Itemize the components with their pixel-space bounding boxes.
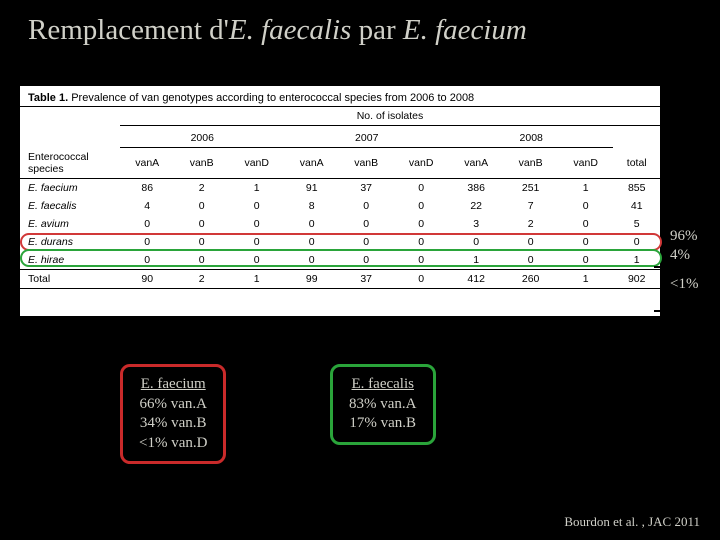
blank-cell	[20, 107, 120, 126]
pct-faecium: 96%	[670, 228, 698, 245]
col-vanB: vanB	[503, 148, 557, 179]
caption-text: Prevalence of van genotypes according to…	[71, 92, 474, 104]
col-vanD: vanD	[229, 148, 285, 179]
isolates-header: No. of isolates	[120, 107, 660, 126]
year-2008: 2008	[449, 126, 613, 148]
summary-line: <1% van.D	[139, 435, 207, 451]
table-total-row: Total 9021 99370 4122601 902	[20, 269, 660, 288]
col-vanB: vanB	[174, 148, 228, 179]
summary-faecium-title: E. faecium	[141, 376, 206, 392]
blank-cell	[613, 126, 660, 148]
title-text-2: par	[351, 14, 403, 46]
table-panel: Table 1. Prevalence of van genotypes acc…	[20, 86, 660, 316]
col-vanA: vanA	[120, 148, 174, 179]
prevalence-table: No. of isolates 2006 2007 2008 Enterococ…	[20, 106, 660, 289]
col-vanA: vanA	[284, 148, 338, 179]
summary-line: 83% van.A	[349, 396, 417, 412]
col-vanA: vanA	[449, 148, 503, 179]
title-text-1: Remplacement d'	[28, 14, 229, 46]
table-row: E. faecalis400800227041	[20, 197, 660, 215]
table-row: E. faecium8621913703862511855	[20, 178, 660, 197]
col-vanD: vanD	[558, 148, 614, 179]
table-caption: Table 1. Prevalence of van genotypes acc…	[20, 86, 660, 106]
col-vanD: vanD	[393, 148, 449, 179]
summary-faecalis-title: E. faecalis	[352, 376, 414, 392]
blank-cell	[20, 126, 120, 148]
table-row: E. avium0000003205	[20, 215, 660, 233]
pct-other: <1%	[670, 276, 698, 293]
year-2006: 2006	[120, 126, 284, 148]
table-row: E. durans0000000000	[20, 233, 660, 251]
summary-line: 66% van.A	[139, 396, 207, 412]
caption-prefix: Table 1.	[28, 92, 71, 104]
col-total: total	[613, 148, 660, 179]
year-2007: 2007	[284, 126, 448, 148]
slide-title: Remplacement d'E. faecalis par E. faeciu…	[0, 0, 720, 47]
col-vanB: vanB	[339, 148, 393, 179]
summary-faecium-box: E. faecium 66% van.A 34% van.B <1% van.D	[120, 364, 226, 464]
summary-line: 34% van.B	[140, 415, 207, 431]
title-italic-1: E. faecalis	[229, 14, 351, 46]
citation: Bourdon et al. , JAC 2011	[564, 514, 700, 530]
species-header: Enterococcal species	[20, 148, 120, 179]
table-row: E. hirae0000001001	[20, 251, 660, 270]
pct-faecalis: 4%	[670, 247, 690, 264]
summary-line: 17% van.B	[349, 415, 416, 431]
summary-faecalis-box: E. faecalis 83% van.A 17% van.B	[330, 364, 436, 445]
title-italic-2: E. faecium	[403, 14, 527, 46]
